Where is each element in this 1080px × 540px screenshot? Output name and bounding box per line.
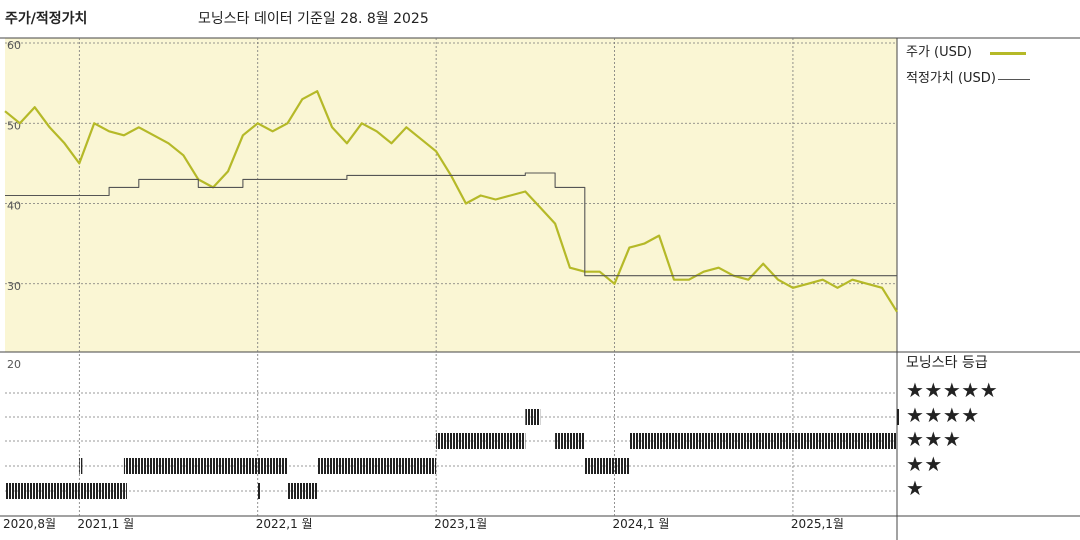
- chart-subtitle: 모닝스타 데이터 기준일 28. 8월 2025: [198, 11, 429, 27]
- x-tick-label: 2025,1월: [791, 517, 844, 531]
- rating-segment: [123, 483, 127, 499]
- legend: 주가 (USD) 적정가치 (USD): [906, 40, 1030, 92]
- y-tick-label: 60: [7, 39, 21, 52]
- rating-row-2: ★★: [906, 451, 943, 476]
- rating-segment: [436, 433, 526, 449]
- rating-segment: [79, 483, 124, 499]
- rating-segment: [629, 433, 897, 449]
- rating-segment: [897, 409, 900, 425]
- x-tick-label: 2023,1월: [434, 517, 487, 531]
- rating-segment: [79, 458, 83, 474]
- y-tick-label: 20: [7, 358, 21, 371]
- y-tick-label: 40: [7, 200, 21, 213]
- legend-swatch-price: [989, 51, 1026, 55]
- rating-segment: [555, 433, 585, 449]
- rating-title: 모닝스타 등급: [906, 355, 988, 371]
- price-area-background: [5, 38, 897, 352]
- legend-swatch-fair-value: [997, 78, 1030, 80]
- rating-segment: [525, 409, 541, 425]
- legend-item-fair-value: 적정가치 (USD): [906, 66, 1030, 92]
- rating-panel: 모닝스타 등급 ★★★★★ ★★★★ ★★★ ★★ ★: [906, 352, 1076, 501]
- legend-item-price: 주가 (USD): [906, 40, 1030, 66]
- rating-segment: [257, 458, 288, 474]
- x-tick-label: 2021,1 월: [77, 517, 134, 531]
- rating-row-4: ★★★★: [906, 402, 980, 427]
- series-line-fair-value: [5, 172, 897, 277]
- legend-label-fair-value: 적정가치 (USD): [906, 71, 996, 86]
- rating-row-1: ★: [906, 476, 925, 500]
- chart-title: 주가/적정가치: [5, 11, 88, 27]
- x-tick-label: 2022,1 월: [256, 517, 313, 531]
- x-tick-label: 2020,8월: [3, 517, 56, 531]
- rating-segment: [5, 483, 80, 499]
- rating-segment: [257, 483, 261, 499]
- rating-segment: [287, 483, 318, 499]
- legend-label-price: 주가 (USD): [906, 45, 972, 60]
- x-tick-label: 2024,1 월: [613, 517, 670, 531]
- rating-row-3: ★★★: [906, 427, 962, 451]
- y-tick-label: 30: [7, 280, 21, 293]
- rating-row-5: ★★★★★: [906, 378, 999, 402]
- rating-segment: [317, 458, 437, 474]
- rating-segment: [123, 458, 258, 474]
- rating-segment: [584, 458, 630, 474]
